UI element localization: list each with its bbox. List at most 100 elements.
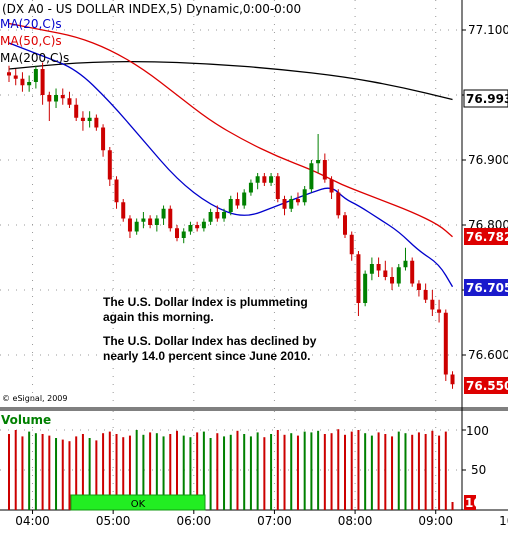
candle-body [443,312,448,375]
candle-body [396,267,401,284]
volume-bars [8,429,454,510]
price-tick-label: 77.100 [468,23,508,37]
volume-bar [411,434,414,510]
candlesticks [7,62,455,389]
time-tick-label: 04:00 [15,514,50,528]
volume-bar [61,439,64,510]
volume-bar [162,436,165,510]
last-price-tag: 76.550 [464,377,508,394]
candle-body [20,78,25,86]
volume-bar [75,436,78,510]
candle [47,91,52,121]
time-tick-label: 06:00 [177,514,212,528]
ok-button[interactable]: OK [70,494,206,511]
candle-body [201,221,206,229]
volume-bar [404,433,407,510]
candle-body [289,199,294,209]
volume-bar [283,434,286,510]
ok-button-label: OK [131,499,146,510]
candle [13,69,18,86]
candle [416,280,421,297]
candle [20,72,25,92]
ma50-legend[interactable]: MA(50,C)s [0,34,62,48]
chart-title: (DX A0 - US DOLLAR INDEX,5) Dynamic,0:00… [2,2,301,16]
volume-bar [135,430,138,510]
candle [7,65,11,82]
annotation-line-1: The U.S. Dollar Index is plummeting [103,295,308,309]
candle [383,260,388,281]
candle [195,221,200,232]
candle [376,257,381,277]
candle-body [349,234,354,255]
candle [282,195,287,216]
volume-bar [34,433,37,510]
candle-body [134,221,139,232]
candle-body [54,95,59,102]
candle [295,192,300,206]
candle-body [369,264,374,274]
candle [40,62,45,105]
time-tick-label: 10:00 [499,514,508,528]
candle [215,205,220,222]
candle-body [275,176,280,199]
candle [168,205,173,232]
candle-body [248,182,253,193]
candle [148,215,153,229]
candle-body [222,212,227,219]
volume-bar [68,441,71,510]
candle-body [403,260,408,268]
candle-body [262,176,267,183]
volume-value-tag [464,495,476,510]
candle-body [94,117,99,128]
candle-body [175,228,179,238]
candle-body [302,189,307,203]
volume-bar [296,435,299,510]
time-tick-label: 09:00 [418,514,453,528]
candle [222,208,227,222]
candle [269,173,274,186]
candle [356,251,361,316]
volume-bar [149,432,152,510]
volume-bar [189,437,192,510]
ma20-price-tag: 76.705 [464,279,508,296]
candle [275,173,280,203]
candle [121,199,126,222]
candle-body [87,117,92,121]
candle [127,215,132,238]
candle-body [60,95,65,99]
candle-body [416,283,421,290]
volume-bar [417,432,420,510]
candle-body [390,277,395,284]
volume-bar [444,431,447,510]
time-tick-label: 07:00 [257,514,292,528]
candle-body [215,212,220,219]
volume-bar [290,433,293,510]
candle [235,192,240,209]
volume-bar [88,438,91,510]
time-tick-label: 08:00 [338,514,373,528]
volume-bar [391,436,394,510]
volume-tick-100: 100 [466,424,489,438]
volume-bar [397,431,400,510]
volume-bar [317,430,320,510]
candle [343,212,347,238]
volume-tick-50: 50 [471,463,486,477]
ma20-legend[interactable]: MA(20,C)s [0,17,62,31]
candle-body [47,95,52,102]
candle [201,218,206,232]
ma200-legend[interactable]: MA(200,C)s [0,51,69,65]
volume-bar [424,434,427,510]
candle [316,134,321,173]
volume-bar [377,432,380,510]
volume-bar [28,431,31,510]
price-tick-label: 76.900 [468,153,508,167]
volume-bar [223,436,226,510]
candle [188,221,193,235]
candle [363,270,368,307]
volume-bar [236,430,239,510]
candle [154,215,159,232]
ma200-line [8,60,453,101]
volume-bar [48,435,51,510]
candle [349,231,354,261]
candle-body [437,309,442,313]
